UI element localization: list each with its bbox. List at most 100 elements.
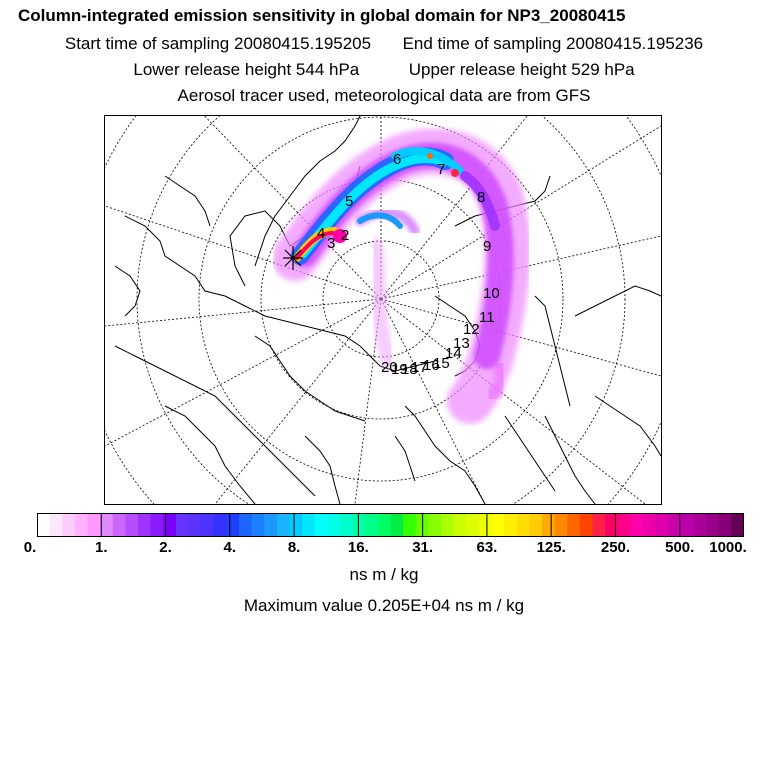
maximum-number: 0.205E+04 bbox=[367, 596, 451, 615]
colorbar-cell bbox=[175, 513, 190, 537]
day-label: 16 bbox=[423, 357, 440, 374]
tracer-info: Aerosol tracer used, meteorological data… bbox=[177, 86, 591, 105]
colorbar-cell bbox=[516, 513, 530, 537]
colorbar-cell bbox=[491, 513, 505, 537]
upper-value: 529 hPa bbox=[571, 60, 635, 79]
colorbar-tick-label: 1. bbox=[95, 539, 108, 556]
colorbar-cell bbox=[466, 513, 480, 537]
colorbar-cell bbox=[112, 513, 126, 537]
colorbar-cell bbox=[125, 513, 139, 537]
day-label: 15 bbox=[433, 355, 450, 372]
day-label: 2 bbox=[341, 227, 349, 244]
colorbar-cell bbox=[453, 513, 467, 537]
figure-title: Column-integrated emission sensitivity i… bbox=[18, 6, 626, 25]
day-label: 20 bbox=[381, 359, 398, 376]
lower-value: 544 hPa bbox=[295, 60, 360, 79]
sensitivity-plume bbox=[272, 128, 531, 424]
colorbar-cell bbox=[693, 513, 707, 537]
maximum-value: Maximum value 0.205E+04 ns m / kg bbox=[0, 596, 768, 616]
colorbar-cell bbox=[630, 513, 644, 537]
start-label: Start time of sampling bbox=[64, 34, 230, 53]
colorbar-tick-label: 1000. bbox=[709, 539, 747, 556]
start-value: 20080415.195205 bbox=[234, 34, 372, 53]
colorbar-cell bbox=[643, 513, 657, 537]
colorbar-cell bbox=[188, 513, 202, 537]
colorbar-cell bbox=[138, 513, 152, 537]
end-label: End time of sampling bbox=[402, 34, 562, 53]
colorbar-cell bbox=[605, 513, 619, 537]
colorbar-cell bbox=[276, 513, 291, 537]
lower-label: Lower release height bbox=[133, 60, 292, 79]
colorbar-unit: ns m / kg bbox=[349, 565, 419, 584]
colorbar-cell bbox=[554, 513, 568, 537]
end-value: 20080415.195236 bbox=[566, 34, 704, 53]
colorbar-cell bbox=[390, 513, 404, 537]
colorbar-cell bbox=[213, 513, 227, 537]
colorbar-cell bbox=[529, 513, 543, 537]
colorbar-cell bbox=[302, 513, 316, 537]
upper-label: Upper release height bbox=[408, 60, 567, 79]
colorbar-cell bbox=[403, 513, 417, 537]
day-label: 13 bbox=[453, 335, 470, 352]
colorbar-cell bbox=[289, 513, 303, 537]
colorbar-cell bbox=[251, 513, 265, 537]
colorbar bbox=[37, 513, 744, 537]
maximum-label: Maximum value bbox=[243, 596, 363, 615]
colorbar-cell bbox=[441, 513, 455, 537]
colorbar-cell bbox=[617, 513, 631, 537]
day-label: 19 bbox=[391, 361, 408, 378]
colorbar-cell bbox=[579, 513, 594, 537]
day-label: 4 bbox=[317, 225, 325, 242]
colorbar-cell bbox=[87, 513, 101, 537]
colorbar-tick-label: 31. bbox=[412, 539, 434, 556]
colorbar-tick-label: 16. bbox=[347, 539, 369, 556]
day-label: 17 bbox=[411, 359, 428, 376]
colorbar-cell bbox=[567, 513, 581, 537]
colorbar-tick-label: 63. bbox=[476, 539, 498, 556]
day-label: 7 bbox=[437, 161, 445, 178]
day-label: 3 bbox=[327, 235, 335, 252]
day-label: 11 bbox=[479, 309, 495, 326]
day-label: 9 bbox=[483, 238, 491, 255]
colorbar-cell bbox=[668, 513, 682, 537]
colorbar-tick-label: 8. bbox=[287, 539, 301, 556]
colorbar-cell bbox=[327, 513, 341, 537]
colorbar-cell bbox=[365, 513, 379, 537]
colorbar-cell bbox=[655, 513, 669, 537]
colorbar-cell bbox=[62, 513, 76, 537]
colorbar-tick-label: 125. bbox=[536, 539, 566, 556]
colorbar-cell bbox=[428, 513, 442, 537]
colorbar-cell bbox=[314, 513, 328, 537]
colorbar-tick-label: 4. bbox=[223, 539, 237, 556]
colorbar-tick-label: 250. bbox=[600, 539, 631, 556]
colorbar-cell bbox=[504, 513, 518, 537]
release-heights: Lower release height 544 hPa Upper relea… bbox=[0, 60, 768, 80]
colorbar-cell bbox=[201, 513, 215, 537]
day-label: 6 bbox=[393, 151, 401, 168]
colorbar-cell bbox=[731, 513, 744, 537]
colorbar-cell bbox=[239, 513, 253, 537]
colorbar-cell bbox=[377, 513, 392, 537]
colorbar-cell bbox=[592, 513, 606, 537]
colorbar-tick-label: 500. bbox=[665, 539, 695, 556]
colorbar-cell bbox=[340, 513, 354, 537]
colorbar-cell bbox=[680, 513, 695, 537]
colorbar-cell bbox=[706, 513, 720, 537]
release-point-marker bbox=[283, 246, 303, 270]
colorbar-cell bbox=[100, 513, 114, 537]
colorbar-cell bbox=[478, 513, 493, 537]
day-label: 10 bbox=[483, 285, 500, 302]
colorbar-cell bbox=[74, 513, 89, 537]
day-label: 12 bbox=[463, 321, 480, 338]
polar-map: 2 3 4 5 6 7 8 9 10 11 12 13 14 15 16 17 18 19 20 bbox=[104, 115, 662, 505]
colorbar-cell bbox=[718, 513, 732, 537]
colorbar-cell bbox=[150, 513, 164, 537]
day-label: 18 bbox=[401, 361, 418, 378]
colorbar-tick-label: 0. bbox=[23, 539, 37, 556]
sampling-times: Start time of sampling 20080415.195205 E… bbox=[0, 34, 768, 54]
maximum-unit: ns m / kg bbox=[455, 596, 525, 615]
day-label: 5 bbox=[345, 193, 353, 210]
colorbar-cell bbox=[37, 513, 51, 537]
colorbar-cell bbox=[49, 513, 63, 537]
